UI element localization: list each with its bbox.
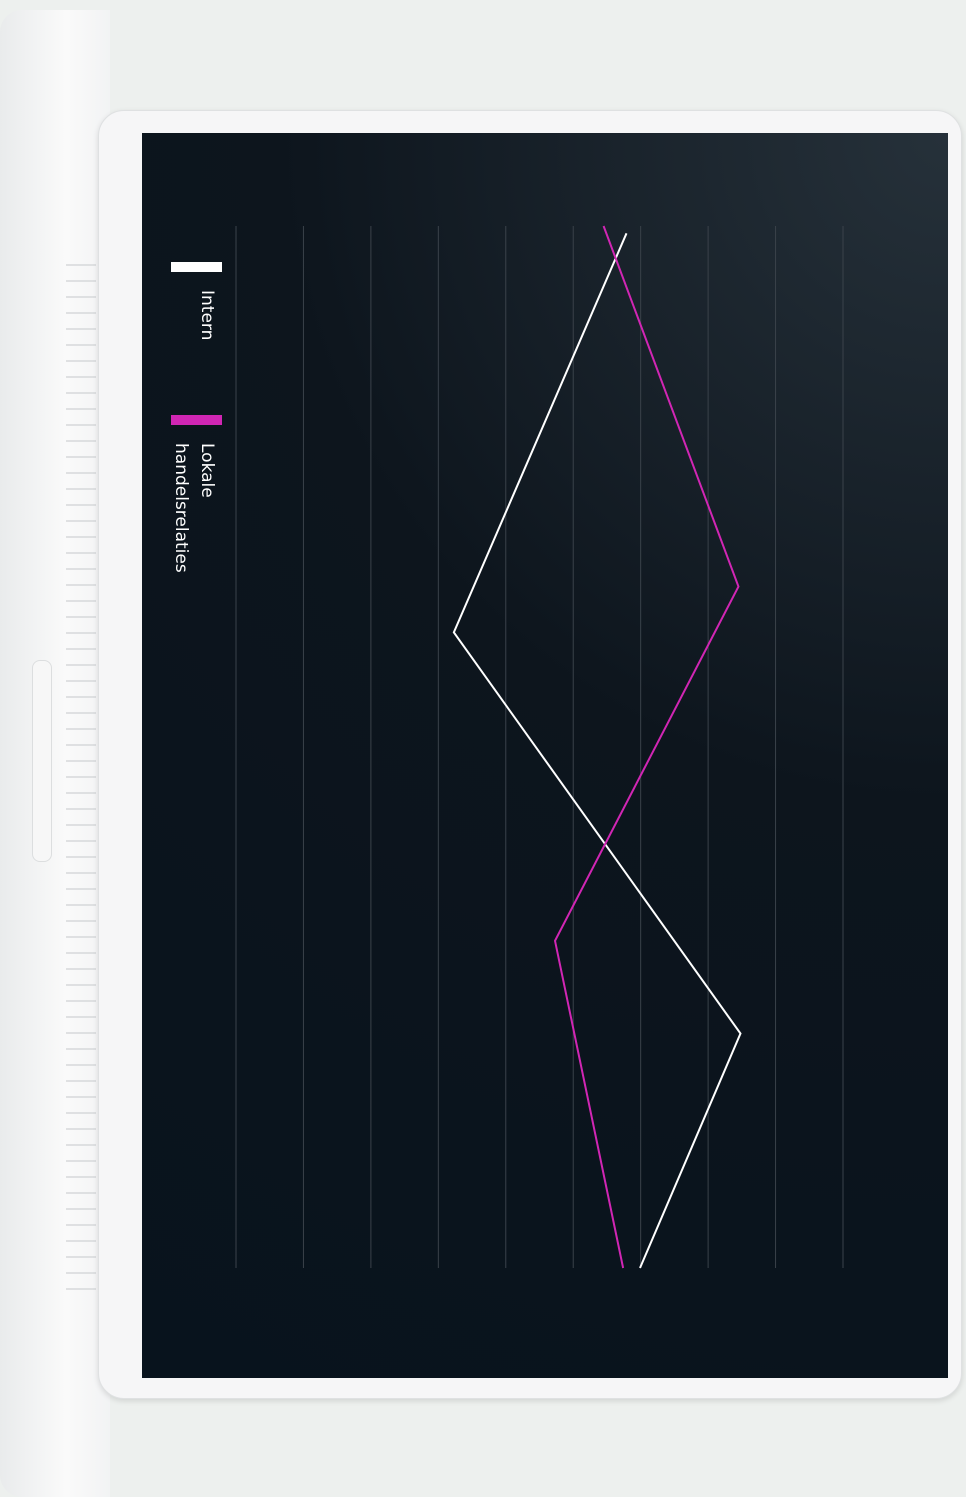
legend-swatch (171, 415, 222, 425)
legend-label: Intern (197, 290, 217, 341)
keyboard (66, 250, 96, 1290)
series-line (452, 232, 742, 1269)
laptop-base (0, 10, 110, 1497)
screen (142, 133, 948, 1378)
trackpad (32, 660, 52, 862)
legend-label: Lokale handelsrelaties (171, 443, 217, 573)
legend-swatch (171, 262, 222, 272)
series-line (553, 225, 740, 1269)
